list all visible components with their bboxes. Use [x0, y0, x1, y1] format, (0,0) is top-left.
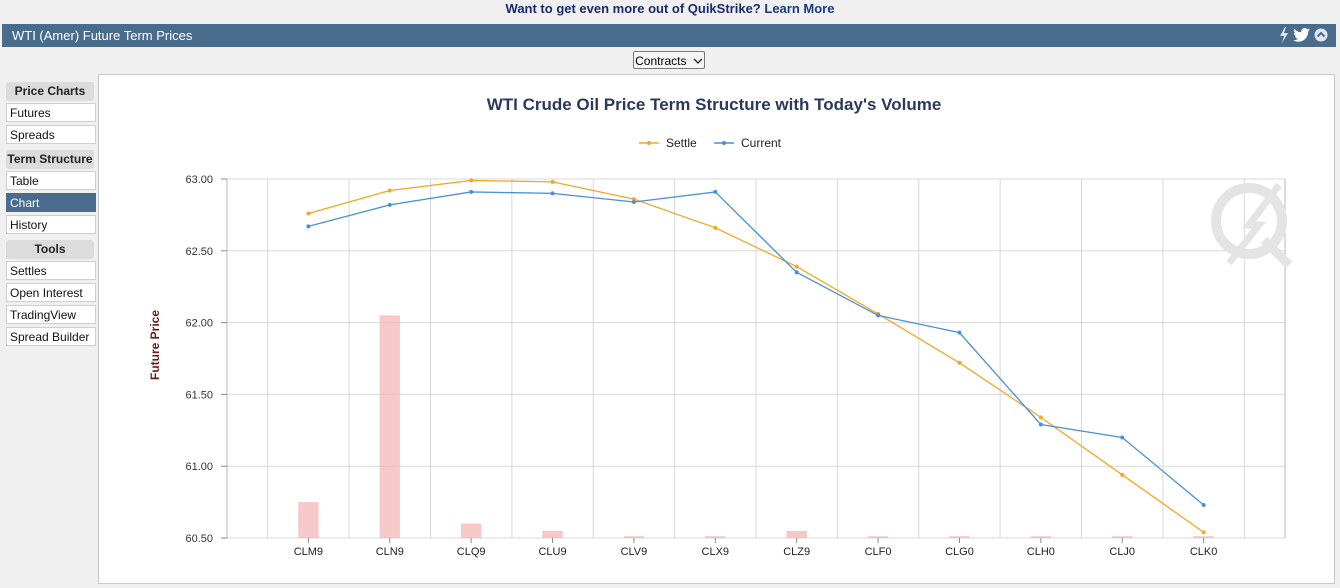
x-tick-label: CLJ0	[1109, 546, 1135, 558]
sidebar-item-chart[interactable]: Chart	[6, 193, 96, 212]
y-tick-label: 61.00	[185, 461, 213, 473]
lightning-icon[interactable]	[1279, 27, 1289, 43]
sidebar-item-spreads[interactable]: Spreads	[6, 125, 96, 144]
title-bar-icons	[1279, 27, 1328, 43]
data-point-settle	[631, 197, 636, 202]
y-tick-label: 61.50	[185, 389, 213, 401]
volume-bar	[379, 315, 400, 538]
sidebar-item-settles[interactable]: Settles	[6, 261, 96, 280]
collapse-icon[interactable]	[1314, 28, 1328, 42]
x-tick-label: CLN9	[376, 546, 404, 558]
x-axis-ticks: CLM9 CLN9 CLQ9 CLU9 CLV9 CLX9 CLZ9 CLF0 CLG0 CLH0…	[294, 538, 1218, 558]
twitter-icon[interactable]	[1293, 28, 1310, 42]
sidebar-item-table[interactable]: Table	[6, 171, 96, 190]
y-axis-label: Future Price	[148, 310, 162, 380]
data-point-current	[713, 189, 718, 194]
volume-bar	[705, 536, 726, 538]
y-tick-label: 62.50	[185, 246, 213, 258]
volume-bar	[623, 536, 645, 538]
sidebar: Price Charts Futures Spreads Term Struct…	[6, 82, 96, 349]
chevron-down-icon	[693, 58, 703, 65]
chart-legend: Settle Current	[639, 136, 782, 150]
y-tick-label: 63.00	[185, 174, 213, 186]
contracts-dropdown[interactable]: Contracts	[633, 51, 705, 69]
volume-bar	[867, 536, 889, 538]
data-point-current	[631, 199, 636, 204]
x-tick-label: CLX9	[702, 546, 730, 558]
data-point-current	[1038, 422, 1043, 427]
chart-panel: WTI Crude Oil Price Term Structure with …	[98, 74, 1335, 584]
volume-bars	[298, 315, 1214, 538]
legend-marker-current	[722, 141, 726, 145]
volume-bar	[949, 536, 970, 538]
data-point-current	[469, 189, 474, 194]
x-tick-label: CLQ9	[457, 546, 486, 558]
x-tick-label: CLK0	[1190, 546, 1218, 558]
legend-label-current: Current	[741, 136, 782, 150]
data-point-current	[550, 191, 555, 196]
data-point-settle	[306, 211, 311, 216]
volume-bar	[786, 530, 807, 538]
x-tick-label: CLM9	[294, 546, 323, 558]
contracts-label: Contracts	[635, 54, 687, 68]
legend-marker-settle	[647, 141, 651, 145]
sidebar-item-tradingview[interactable]: TradingView	[6, 305, 96, 324]
sidebar-item-history[interactable]: History	[6, 215, 96, 234]
x-tick-label: CLU9	[538, 546, 566, 558]
sidebar-item-spread-builder[interactable]: Spread Builder	[6, 327, 96, 346]
x-tick-label: CLH0	[1027, 546, 1055, 558]
quikstrike-watermark-icon	[1211, 182, 1293, 269]
learn-more-link[interactable]: Learn More	[764, 1, 835, 16]
volume-bar	[298, 502, 319, 538]
window-title: WTI (Amer) Future Term Prices	[12, 28, 193, 43]
promo-banner: Want to get even more out of QuikStrike?…	[0, 0, 1340, 18]
data-point-current	[1120, 435, 1125, 440]
data-point-current	[1201, 502, 1206, 507]
chart-title: WTI Crude Oil Price Term Structure with …	[487, 95, 942, 114]
data-point-settle	[550, 179, 555, 184]
x-tick-label: CLF0	[865, 546, 892, 558]
data-point-settle	[794, 264, 799, 269]
promo-text: Want to get even more out of QuikStrike?	[505, 1, 761, 16]
data-point-settle	[1038, 415, 1043, 420]
data-point-current	[387, 202, 392, 207]
sidebar-section-tools: Tools	[6, 240, 94, 259]
y-tick-label: 60.50	[185, 533, 213, 545]
volume-bar	[1030, 536, 1052, 538]
x-tick-label: CLV9	[621, 546, 648, 558]
sidebar-section-price-charts: Price Charts	[6, 82, 94, 101]
chart-grid	[226, 178, 1286, 539]
volume-bar	[460, 523, 482, 538]
sidebar-item-open-interest[interactable]: Open Interest	[6, 283, 96, 302]
volume-bar	[542, 530, 563, 538]
volume-bar	[1193, 536, 1214, 538]
window-title-bar: WTI (Amer) Future Term Prices	[2, 24, 1336, 47]
y-tick-label: 62.00	[185, 318, 213, 330]
volume-bar	[1112, 536, 1133, 538]
data-point-settle	[957, 360, 962, 365]
x-tick-label: CLZ9	[783, 546, 810, 558]
data-point-current	[794, 270, 799, 275]
data-point-current	[876, 313, 881, 318]
data-point-settle	[1201, 530, 1206, 535]
sidebar-item-futures[interactable]: Futures	[6, 103, 96, 122]
data-point-settle	[469, 178, 474, 183]
legend-label-settle: Settle	[666, 136, 697, 150]
data-point-current	[957, 330, 962, 335]
sidebar-section-term-structure: Term Structure	[6, 150, 94, 169]
series-lines	[306, 178, 1206, 535]
data-point-settle	[387, 188, 392, 193]
data-point-current	[306, 224, 311, 229]
y-axis-ticks: 63.00 62.50 62.00 61.50 61.00 60.50	[185, 174, 227, 545]
data-point-settle	[713, 225, 718, 230]
term-structure-chart: WTI Crude Oil Price Term Structure with …	[148, 95, 1293, 558]
data-point-settle	[1120, 472, 1125, 477]
series-line-current	[308, 191, 1205, 506]
x-tick-label: CLG0	[945, 546, 974, 558]
